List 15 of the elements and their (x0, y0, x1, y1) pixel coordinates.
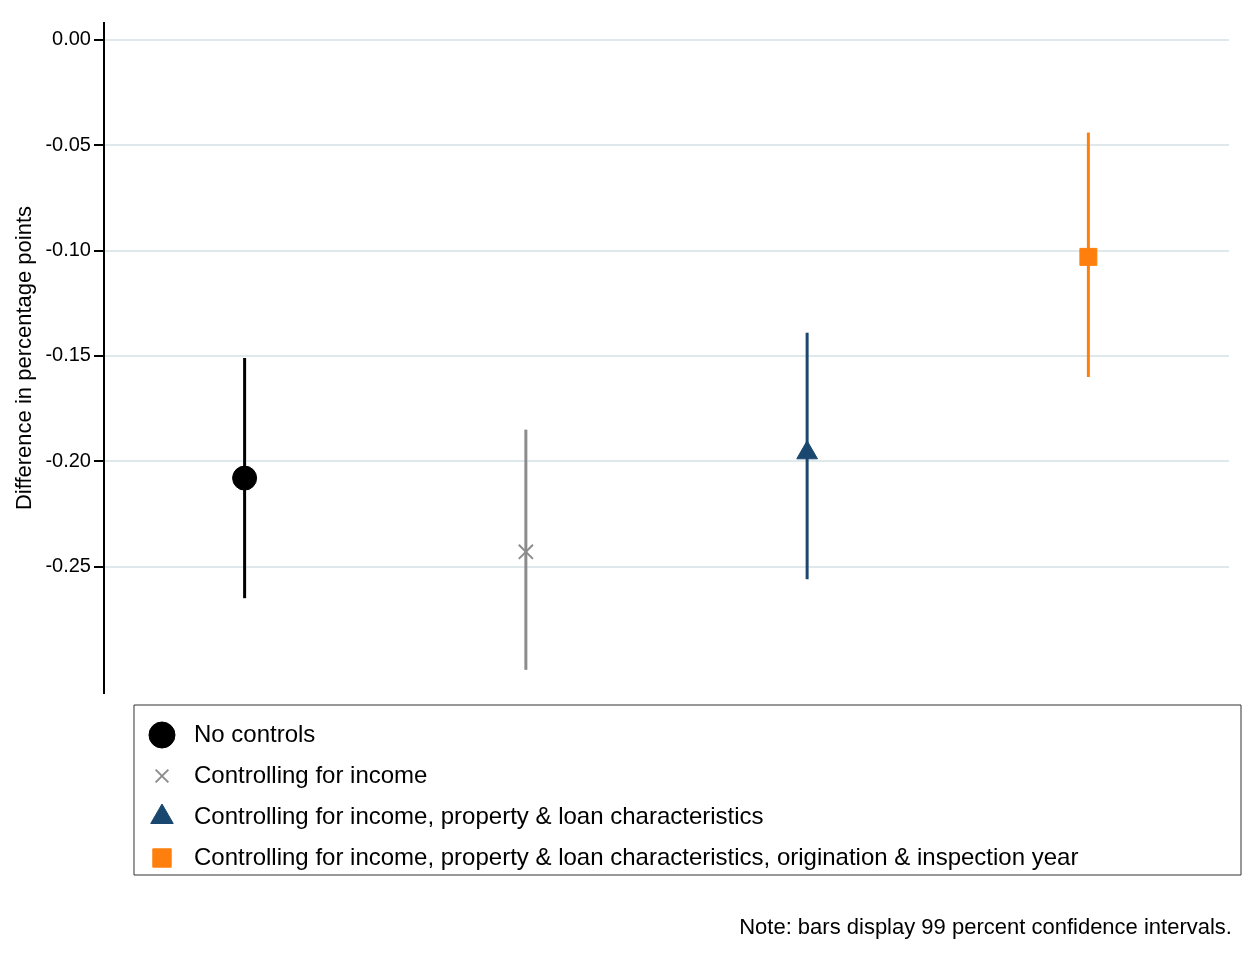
y-tick-label: 0.00 (52, 27, 91, 50)
y-tick-label: -0.15 (45, 343, 91, 366)
y-tick-label: -0.25 (45, 554, 91, 577)
text: Note: bars display 99 percent confidence intervals. (739, 914, 1232, 940)
y-axis-title: Difference in percentage points (11, 205, 37, 511)
point (232, 465, 258, 491)
y-tick-label: -0.05 (45, 132, 91, 155)
y-tick-label: -0.10 (45, 238, 91, 261)
legend-label: Controlling for income, property & loan characteristics, origination & inspection year (193, 842, 1079, 870)
y-tick-label: -0.20 (45, 448, 91, 471)
point (517, 543, 534, 560)
legend-label: No controls (193, 719, 316, 747)
point (1079, 247, 1098, 266)
legend-label: Controlling for income, property & loan characteristics (193, 801, 764, 829)
legend-label: Controlling for income (193, 760, 428, 788)
